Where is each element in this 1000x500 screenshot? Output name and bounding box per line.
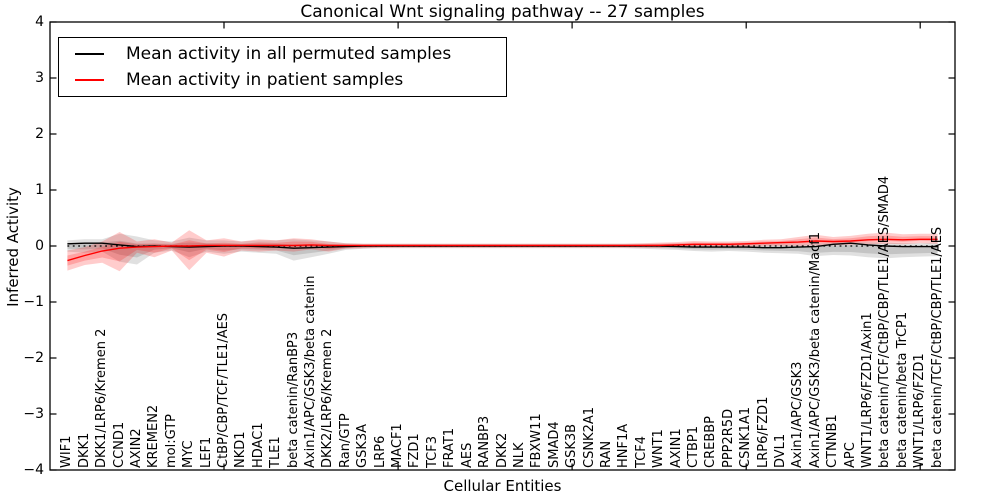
x-category-label: beta catenin/TCF/CtBP/CBP/TLE1/AES/SMAD4: [877, 175, 893, 468]
x-category-label: beta catenin/RanBP3: [285, 331, 301, 468]
x-category-label: FBXW11: [529, 413, 545, 468]
legend: Mean activity in all permuted samples Me…: [58, 37, 507, 97]
y-tick-label: 2: [35, 126, 44, 142]
x-category-label: CtBP/CBP/TCF/TLE1/AES: [216, 312, 232, 468]
y-tick-label: 1: [35, 182, 44, 198]
y-tick-label: 3: [35, 70, 44, 86]
x-category-label: CREBBP: [703, 416, 719, 468]
x-category-label: PPP2R5D: [720, 408, 736, 468]
y-tick-label: −4: [23, 462, 44, 478]
x-category-label: NKD1: [233, 431, 249, 468]
x-category-label: LEF1: [198, 436, 214, 468]
legend-label-patient: Mean activity in patient samples: [126, 70, 404, 90]
x-category-label: AES: [459, 442, 475, 468]
x-category-label: LRP6/FZD1: [755, 396, 771, 468]
x-category-label: DKK2/LRP6/Kremen 2: [320, 328, 336, 468]
chart-title: Canonical Wnt signaling pathway -- 27 sa…: [300, 2, 705, 22]
x-category-label: GSK3A: [355, 423, 371, 468]
x-axis-label: Cellular Entities: [443, 477, 562, 495]
x-category-label: Axin1/APC/GSK3: [790, 361, 806, 468]
y-tick-label: 4: [35, 14, 44, 30]
x-category-label: DKK2: [494, 432, 510, 468]
x-category-label: KREMEN2: [146, 404, 162, 468]
x-category-label: DVL1: [772, 433, 788, 468]
y-tick-label: 0: [35, 238, 44, 254]
x-category-label: AXIN1: [668, 428, 684, 468]
legend-label-permuted: Mean activity in all permuted samples: [126, 44, 452, 64]
x-category-label: NLK: [511, 442, 527, 469]
legend-item-permuted: Mean activity in all permuted samples: [59, 41, 506, 67]
x-category-label: DKK1: [76, 432, 92, 468]
x-category-label: GSK3B: [564, 423, 580, 468]
y-tick-label: −1: [23, 294, 44, 310]
x-category-label: CSNK2A1: [581, 406, 597, 468]
x-category-label: beta catenin/beta TrCP1: [894, 311, 910, 468]
x-category-label: AXIN2: [129, 428, 145, 468]
x-category-label: RANBP3: [477, 415, 493, 468]
y-tick-label: −3: [23, 406, 44, 422]
x-category-label: mol:GTP: [163, 414, 179, 468]
x-category-label: FRAT1: [442, 427, 458, 468]
x-category-label: TCF4: [633, 435, 649, 468]
x-category-label: WNT1/LRP6/FZD1/Axin1: [859, 312, 875, 468]
x-category-label: HNF1A: [616, 423, 632, 468]
legend-item-patient: Mean activity in patient samples: [59, 67, 506, 93]
x-category-label: SMAD4: [546, 421, 562, 468]
x-category-label: beta catenin/TCF/CtBP/CBP/TLE1/AES: [929, 226, 945, 468]
x-category-label: Axin1/APC/GSK3/beta catenin/Macf1: [807, 231, 823, 468]
x-category-label: CTBP1: [685, 425, 701, 468]
x-category-label: WNT1: [651, 429, 667, 468]
x-category-label: LRP6: [372, 435, 388, 468]
x-category-label: FZD1: [407, 433, 423, 468]
x-category-label: CSNK1A1: [738, 406, 754, 468]
x-category-label: CCND1: [111, 421, 127, 468]
x-category-label: TLE1: [268, 436, 284, 468]
x-category-label: WNT1/LRP6/FZD1: [912, 353, 928, 468]
x-category-label: RAN: [598, 440, 614, 468]
x-category-label: CTNNB1: [825, 414, 841, 468]
legend-line-sample-black: [75, 53, 104, 55]
y-tick-label: −2: [23, 350, 44, 366]
x-category-label: WIF1: [59, 435, 75, 468]
x-category-label: MACF1: [390, 423, 406, 468]
x-category-label: APC: [842, 442, 858, 468]
x-category-label: Axin1/APC/GSK3/beta catenin: [303, 275, 319, 468]
x-category-label: HDAC1: [250, 422, 266, 468]
x-category-label: DKK1/LRP6/Kremen 2: [94, 328, 110, 468]
x-category-label: TCF3: [424, 435, 440, 468]
legend-line-sample-red: [75, 79, 104, 81]
x-category-label: MYC: [181, 440, 197, 468]
x-category-label: Ran/GTP: [337, 413, 353, 468]
